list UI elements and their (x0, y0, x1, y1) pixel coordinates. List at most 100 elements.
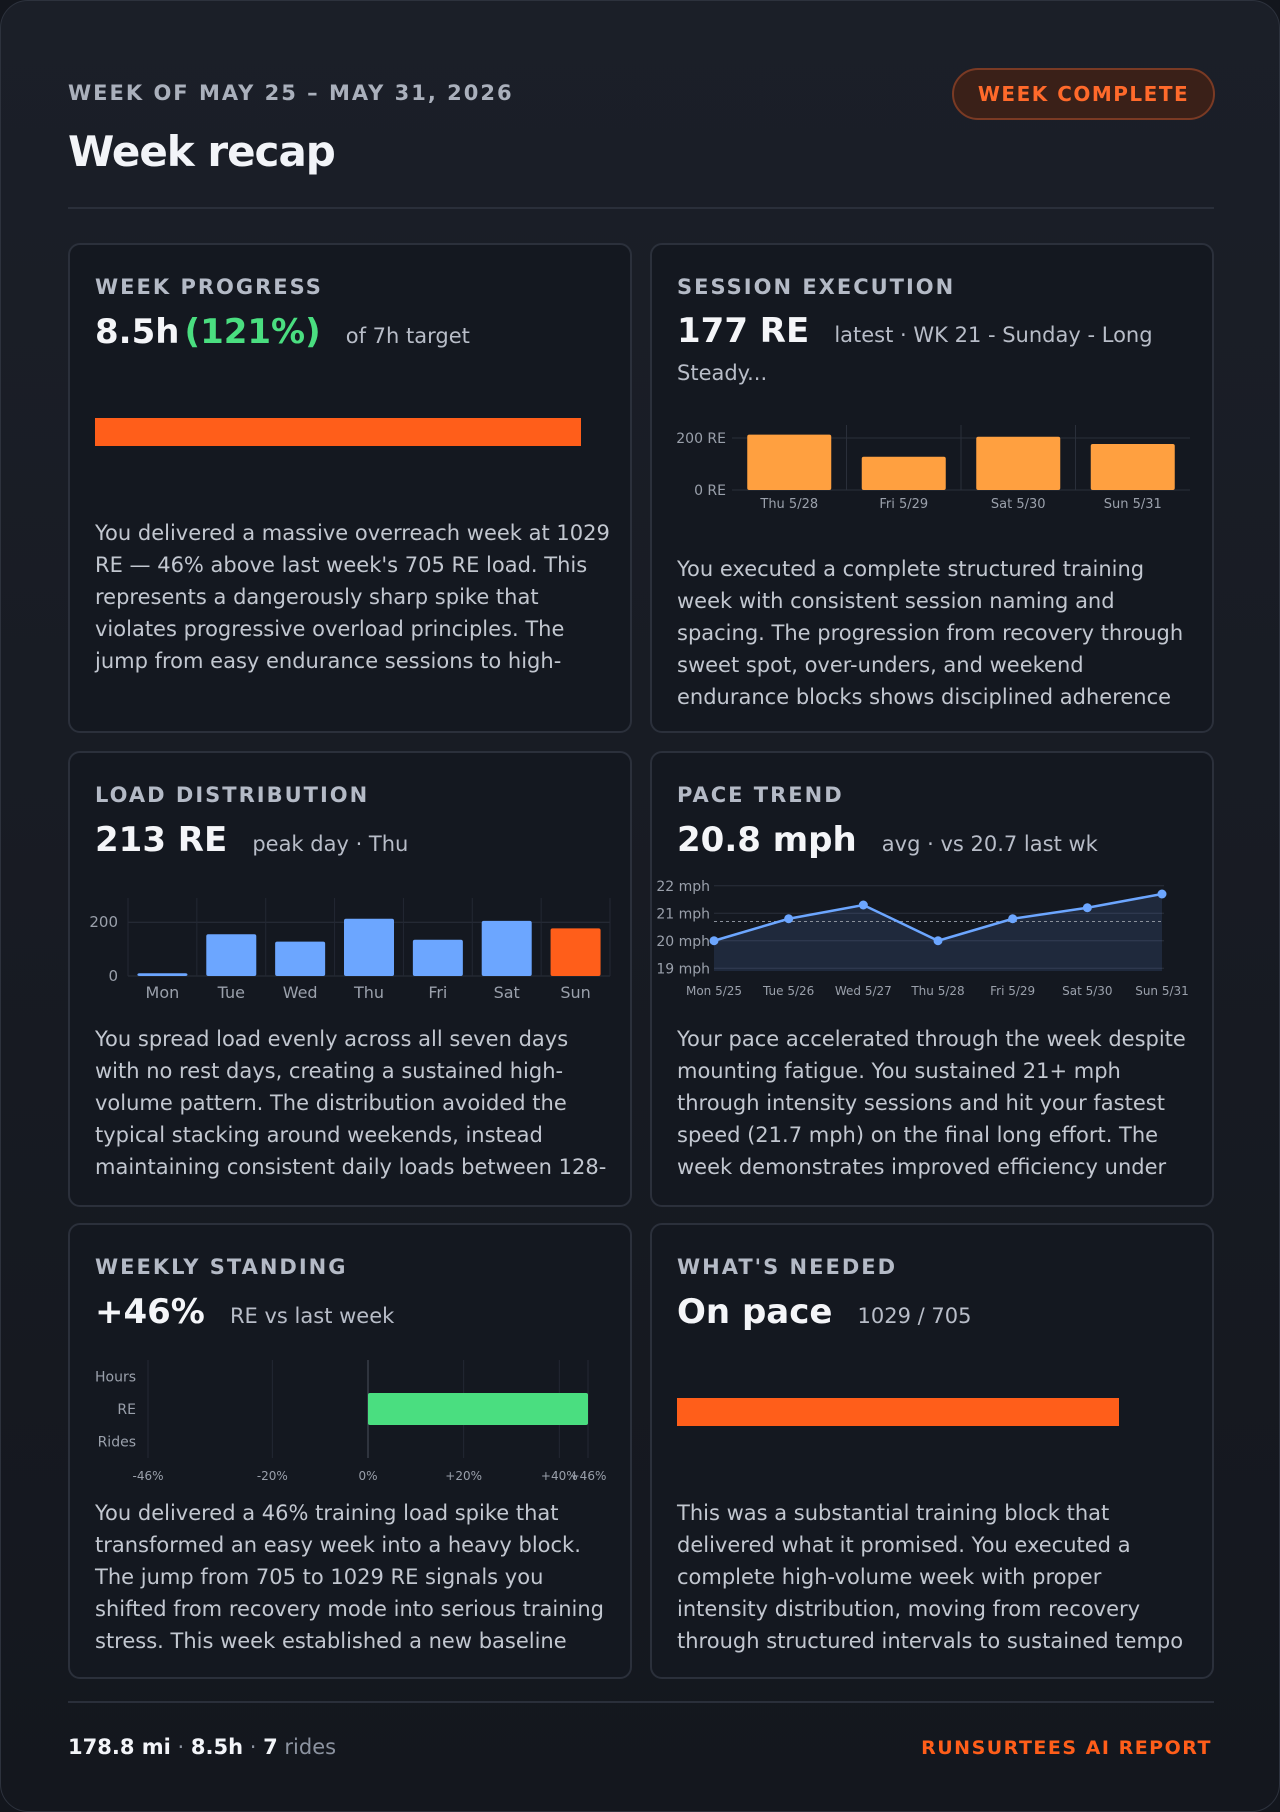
x-tick-label: Sun 5/31 (1104, 497, 1162, 512)
y-tick-label: 22 mph (656, 879, 710, 895)
metric-row: On pace 1029 / 705 (677, 1293, 1187, 1337)
y-tick-label: Hours (95, 1369, 136, 1385)
x-tick-label: 0% (358, 1469, 377, 1483)
footer-miles: 178.8 mi (68, 1735, 171, 1759)
status-badge: WEEK COMPLETE (952, 68, 1215, 120)
metric-sub: 1029 / 705 (857, 1304, 972, 1328)
data-point (1157, 889, 1167, 899)
x-tick-label: Sun 5/31 (1135, 984, 1189, 998)
x-tick-label: Wed (283, 983, 318, 1002)
bar (550, 928, 601, 976)
bar (137, 973, 188, 976)
whats-needed-card[interactable]: WHAT'S NEEDED On pace 1029 / 705 This wa… (650, 1223, 1214, 1679)
footer-divider (68, 1701, 1214, 1703)
footer-sep: · (177, 1735, 185, 1759)
x-tick-label: -46% (132, 1469, 163, 1483)
metric-value: 213 RE (95, 820, 228, 860)
brand-label: RUNSURTEES AI REPORT (921, 1737, 1212, 1759)
bar (368, 1393, 588, 1425)
y-tick-label: Rides (98, 1435, 136, 1451)
card-label: LOAD DISTRIBUTION (95, 783, 370, 807)
summary-text: You delivered a 46% training load spike … (95, 1501, 604, 1653)
session-bar-chart: 0 RE 200 RE Thu 5/28 Fri 5/29 Sat 5/30 Sun 5/… (676, 425, 1190, 512)
data-point (858, 900, 868, 910)
x-tick-label: +46% (570, 1469, 607, 1483)
card-label: WHAT'S NEEDED (677, 1255, 898, 1279)
metric-value: 8.5h (95, 312, 180, 352)
summary-text: You delivered a massive overreach week a… (95, 521, 610, 673)
metric-row: 177 RE latest · WK 21 - Sunday - Long St… (677, 313, 1187, 393)
metric-value: On pace (677, 1292, 833, 1332)
session-execution-card[interactable]: SESSION EXECUTION 177 RE latest · WK 21 … (650, 243, 1214, 733)
bar (344, 918, 394, 976)
metric-percent: (121%) (184, 312, 321, 352)
metric-row: 8.5h (121%) of 7h target (95, 313, 605, 357)
week-range: WEEK OF MAY 25 – MAY 31, 2026 (68, 81, 514, 105)
y-tick-label: 200 (89, 913, 118, 931)
load-bar-chart: 0 200 Mon Tue Wed Thu Fri Sat Sun (89, 898, 611, 1002)
summary-text: Your pace accelerated through the week d… (677, 1027, 1186, 1179)
pace-line-chart: 19 mph 20 mph 21 mph 22 mph Mon 5/25 Tue 5/26… (656, 879, 1189, 998)
card-label: SESSION EXECUTION (677, 275, 956, 299)
summary-text: This was a substantial training block th… (677, 1501, 1184, 1653)
pace-trend-card[interactable]: PACE TREND 20.8 mph avg · vs 20.7 last w… (650, 751, 1214, 1207)
x-tick-label: Thu 5/28 (910, 984, 964, 998)
footer-rides-count: 7 (263, 1735, 278, 1759)
card-label: PACE TREND (677, 783, 844, 807)
metric-row: 213 RE peak day · Thu (95, 821, 605, 865)
metric-sub: latest · WK 21 - Sunday - Long Steady... (677, 323, 1153, 385)
x-tick-label: -20% (257, 1469, 288, 1483)
progress-bar (677, 1398, 1119, 1426)
x-tick-label: Sat 5/30 (991, 497, 1046, 512)
bar (1090, 443, 1175, 490)
x-tick-label: Thu 5/28 (759, 497, 818, 512)
bar (481, 920, 532, 976)
y-tick-label: RE (117, 1402, 136, 1418)
metric-sub: avg · vs 20.7 last wk (881, 832, 1098, 856)
metric-row: 20.8 mph avg · vs 20.7 last wk (677, 821, 1187, 865)
footer-hours: 8.5h (190, 1735, 244, 1759)
x-tick-label: Sun (560, 983, 590, 1002)
bar (412, 939, 463, 976)
metric-value: 177 RE (677, 311, 810, 351)
metric-row: +46% RE vs last week (95, 1293, 605, 1337)
bar (861, 456, 946, 490)
weekly-standing-card[interactable]: WEEKLY STANDING +46% RE vs last week -46… (68, 1223, 632, 1679)
y-tick-label: 19 mph (656, 961, 710, 977)
week-progress-card[interactable]: WEEK PROGRESS 8.5h (121%) of 7h target Y… (68, 243, 632, 733)
x-tick-label: +40% (541, 1469, 578, 1483)
header-divider (68, 207, 1214, 209)
y-tick-label: 21 mph (656, 906, 710, 922)
x-tick-label: +20% (445, 1469, 482, 1483)
x-tick-label: Fri 5/29 (879, 497, 928, 512)
x-tick-label: Tue 5/26 (762, 984, 814, 998)
data-point (933, 936, 943, 946)
data-point (1008, 914, 1018, 924)
data-point (784, 914, 794, 924)
progress-bar (95, 418, 581, 446)
y-tick-label: 20 mph (656, 934, 710, 950)
bar (976, 436, 1061, 490)
card-label: WEEK PROGRESS (95, 275, 323, 299)
x-tick-label: Mon 5/25 (686, 984, 742, 998)
y-tick-label: 200 RE (676, 431, 726, 447)
metric-sub: RE vs last week (229, 1304, 395, 1328)
bar (747, 434, 832, 490)
standing-bar-chart: -46% -20% 0% +20% +40%+46% Hours RE Rides (95, 1360, 607, 1483)
x-tick-label: Wed 5/27 (835, 984, 892, 998)
card-label: WEEKLY STANDING (95, 1255, 348, 1279)
x-tick-label: Thu (353, 983, 384, 1002)
x-tick-label: Sat (494, 983, 520, 1002)
load-distribution-card[interactable]: LOAD DISTRIBUTION 213 RE peak day · Thu … (68, 751, 632, 1207)
metric-value: +46% (95, 1292, 205, 1332)
x-tick-label: Mon (146, 983, 180, 1002)
x-tick-label: Fri 5/29 (990, 984, 1035, 998)
page-title: Week recap (68, 127, 336, 176)
y-tick-label: 0 (108, 967, 118, 985)
footer-sep: · (249, 1735, 257, 1759)
bar (275, 941, 326, 976)
footer-stats: 178.8 mi · 8.5h · 7 rides (68, 1735, 336, 1759)
y-tick-label: 0 RE (694, 483, 726, 499)
data-point (709, 936, 719, 946)
